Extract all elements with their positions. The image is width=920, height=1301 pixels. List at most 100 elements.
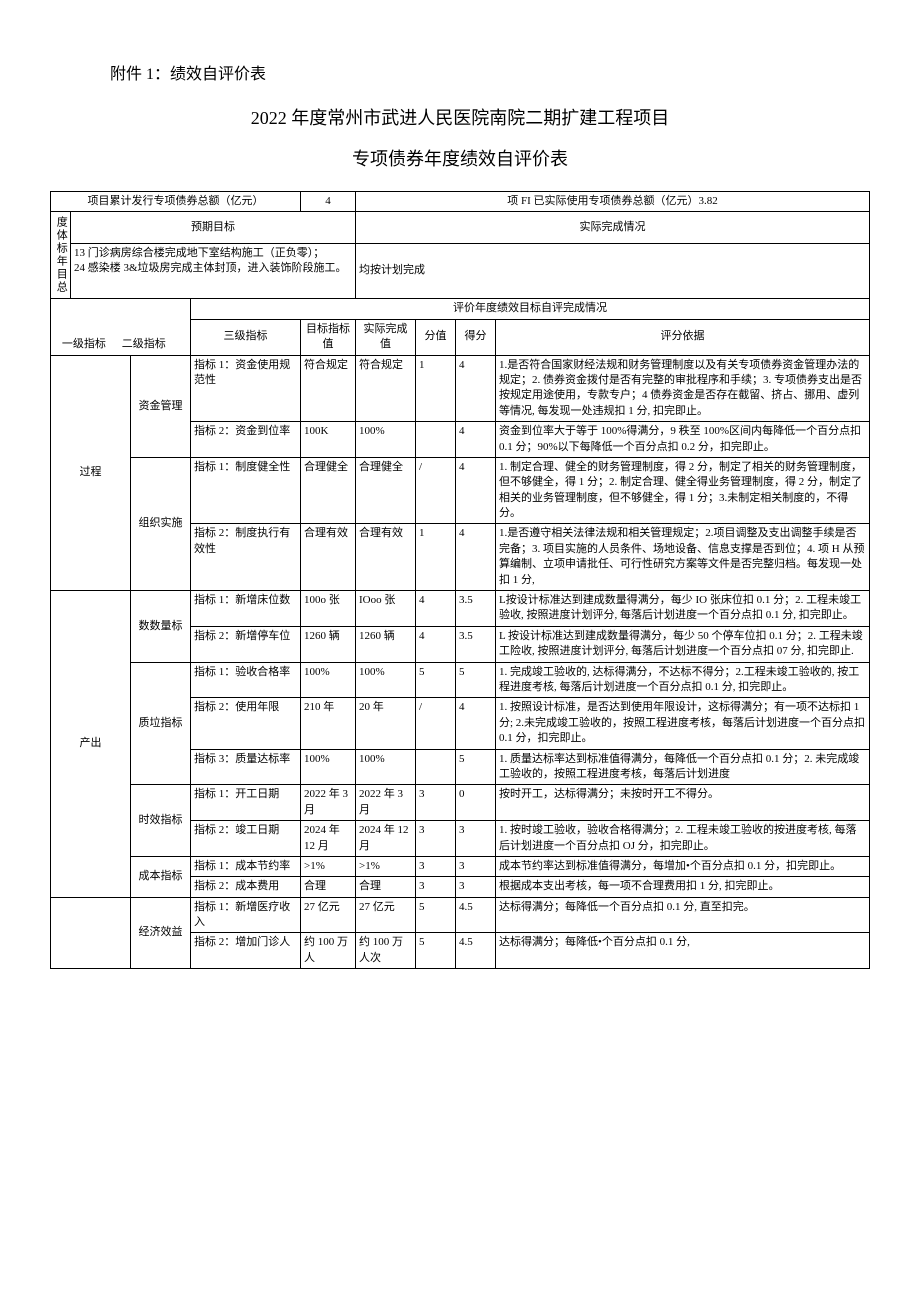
actual-label: 实际完成情况 (356, 212, 870, 244)
level1-cell: 过程 (51, 355, 131, 590)
actual-cell: 27 亿元 (356, 897, 416, 933)
actual-cell: 100% (356, 662, 416, 698)
table-row: 成本指标指标 1：成本节约率>1%>1%33成本节约率达到标准值得满分，每增加•… (51, 856, 870, 876)
score-cell: 1 (416, 524, 456, 591)
got-cell: 3 (456, 877, 496, 897)
actual-cell: 合理 (356, 877, 416, 897)
annual-target-body: 13 门诊病房综合楼完成地下室结构施工（正负零）； 24 感染楼 3&垃圾房完成… (51, 243, 870, 298)
actual-cell: >1% (356, 856, 416, 876)
basis-cell: L 按设计标准达到建成数量得满分，每少 50 个停车位扣 0.1 分；2. 工程… (496, 626, 870, 662)
col-l1-text: 一级指标 (54, 337, 114, 352)
got-cell: 5 (456, 662, 496, 698)
got-cell: 3.5 (456, 626, 496, 662)
got-cell: 3 (456, 856, 496, 876)
target-cell: 2024 年 12 月 (301, 821, 356, 857)
level3-cell: 指标 1：资金使用规范性 (191, 355, 301, 422)
score-cell: / (416, 698, 456, 749)
got-cell: 3.5 (456, 591, 496, 627)
level3-cell: 指标 1：新增床位数 (191, 591, 301, 627)
score-cell: 5 (416, 897, 456, 933)
level3-cell: 指标 1：开工日期 (191, 785, 301, 821)
issued-value: 4 (301, 192, 356, 212)
col-got-label: 得分 (456, 319, 496, 355)
target-cell: 27 亿元 (301, 897, 356, 933)
used-label: 项 FI 已实际使用专项债券总额（亿元）3.82 (356, 192, 870, 212)
target-cell: 2022 年 3 月 (301, 785, 356, 821)
annual-target-rowlabel: 度体标年目总 (51, 212, 71, 299)
col-target-label: 目标指标值 (301, 319, 356, 355)
got-cell: 3 (456, 821, 496, 857)
basis-cell: 1. 按时竣工验收，验收合格得满分；2. 工程未竣工验收的按进度考核, 每落后计… (496, 821, 870, 857)
target-cell: 100% (301, 662, 356, 698)
target-cell: 合理 (301, 877, 356, 897)
actual-cell: 100% (356, 749, 416, 785)
col-l3-label: 三级指标 (191, 319, 301, 355)
score-cell: 3 (416, 877, 456, 897)
basis-cell: 资金到位率大于等于 100%得满分，9 秩至 100%区间内每降低一个百分点扣 … (496, 422, 870, 458)
score-cell (416, 749, 456, 785)
actual-cell: IOoo 张 (356, 591, 416, 627)
table-row: 经济效益指标 1：新增医疗收入27 亿元27 亿元54.5达标得满分；每降低一个… (51, 897, 870, 933)
level2-cell: 资金管理 (131, 355, 191, 457)
header-amounts-row: 项目累计发行专项债券总额（亿元） 4 项 FI 已实际使用专项债券总额（亿元）3… (51, 192, 870, 212)
attachment-label: 附件 1：绩效自评价表 (110, 60, 870, 84)
eval-section-header: 一级指标二级指标 评价年度绩效目标自评完成情况 (51, 299, 870, 319)
level3-cell: 指标 2：制度执行有效性 (191, 524, 301, 591)
target-cell: 合理有效 (301, 524, 356, 591)
basis-cell: 成本节约率达到标准值得满分，每增加•个百分点扣 0.1 分，扣完即止。 (496, 856, 870, 876)
target-cell: 合理健全 (301, 457, 356, 524)
target-cell: >1% (301, 856, 356, 876)
basis-cell: 1.是否符合国家财经法规和财务管理制度以及有关专项债券资金管理办法的规定；2. … (496, 355, 870, 422)
level2-cell: 时效指标 (131, 785, 191, 857)
basis-cell: 按时开工，达标得满分；未按时开工不得分。 (496, 785, 870, 821)
level2-cell: 成本指标 (131, 856, 191, 897)
level3-cell: 指标 1：成本节约率 (191, 856, 301, 876)
level3-cell: 指标 1：制度健全性 (191, 457, 301, 524)
col-score-label: 分值 (416, 319, 456, 355)
score-cell (416, 422, 456, 458)
basis-cell: 1. 质量达标率达到标准值得满分，每降低一个百分点扣 0.1 分；2. 未完成竣… (496, 749, 870, 785)
level3-cell: 指标 3：质量达标率 (191, 749, 301, 785)
got-cell: 4 (456, 355, 496, 422)
target-cell: 1260 辆 (301, 626, 356, 662)
actual-cell: 合理健全 (356, 457, 416, 524)
target-cell: 100K (301, 422, 356, 458)
title-main: 2022 年度常州市武进人民医院南院二期扩建工程项目 (50, 104, 870, 130)
table-row: 产出数数量标指标 1：新增床位数100o 张IOoo 张43.5L按设计标准达到… (51, 591, 870, 627)
score-cell: 1 (416, 355, 456, 422)
actual-cell: 20 年 (356, 698, 416, 749)
level3-cell: 指标 1：验收合格率 (191, 662, 301, 698)
col-l1-label: 一级指标二级指标 (51, 299, 191, 355)
target-cell: 100% (301, 749, 356, 785)
level2-cell: 经济效益 (131, 897, 191, 969)
got-cell: 4 (456, 422, 496, 458)
col-l2-text: 二级指标 (114, 337, 174, 352)
issued-label: 项目累计发行专项债券总额（亿元） (51, 192, 301, 212)
actual-cell: 2022 年 3 月 (356, 785, 416, 821)
actual-cell: 符合规定 (356, 355, 416, 422)
level3-cell: 指标 2：增加门诊人 (191, 933, 301, 969)
table-row: 时效指标指标 1：开工日期2022 年 3 月2022 年 3 月30按时开工，… (51, 785, 870, 821)
score-cell: 3 (416, 785, 456, 821)
basis-cell: 根据成本支出考核，每一项不合理费用扣 1 分, 扣完即止。 (496, 877, 870, 897)
col-basis-label: 评分依据 (496, 319, 870, 355)
got-cell: 4 (456, 524, 496, 591)
got-cell: 4 (456, 457, 496, 524)
actual-cell: 1260 辆 (356, 626, 416, 662)
target-cell: 符合规定 (301, 355, 356, 422)
actual-cell: 2024 年 12 月 (356, 821, 416, 857)
basis-cell: L按设计标准达到建成数量得满分，每少 IO 张床位扣 0.1 分；2. 工程未竣… (496, 591, 870, 627)
evaluation-table: 项目累计发行专项债券总额（亿元） 4 项 FI 已实际使用专项债券总额（亿元）3… (50, 191, 870, 969)
score-cell: / (416, 457, 456, 524)
table-row: 过程资金管理指标 1：资金使用规范性符合规定符合规定141.是否符合国家财经法规… (51, 355, 870, 422)
got-cell: 4.5 (456, 897, 496, 933)
score-cell: 3 (416, 856, 456, 876)
level3-cell: 指标 2：新增停车位 (191, 626, 301, 662)
actual-cell: 100% (356, 422, 416, 458)
got-cell: 0 (456, 785, 496, 821)
got-cell: 4.5 (456, 933, 496, 969)
actual-cell: 约 100 万人次 (356, 933, 416, 969)
level1-cell: 产出 (51, 591, 131, 898)
got-cell: 5 (456, 749, 496, 785)
annual-target-header: 度体标年目总 预期目标 实际完成情况 (51, 212, 870, 244)
